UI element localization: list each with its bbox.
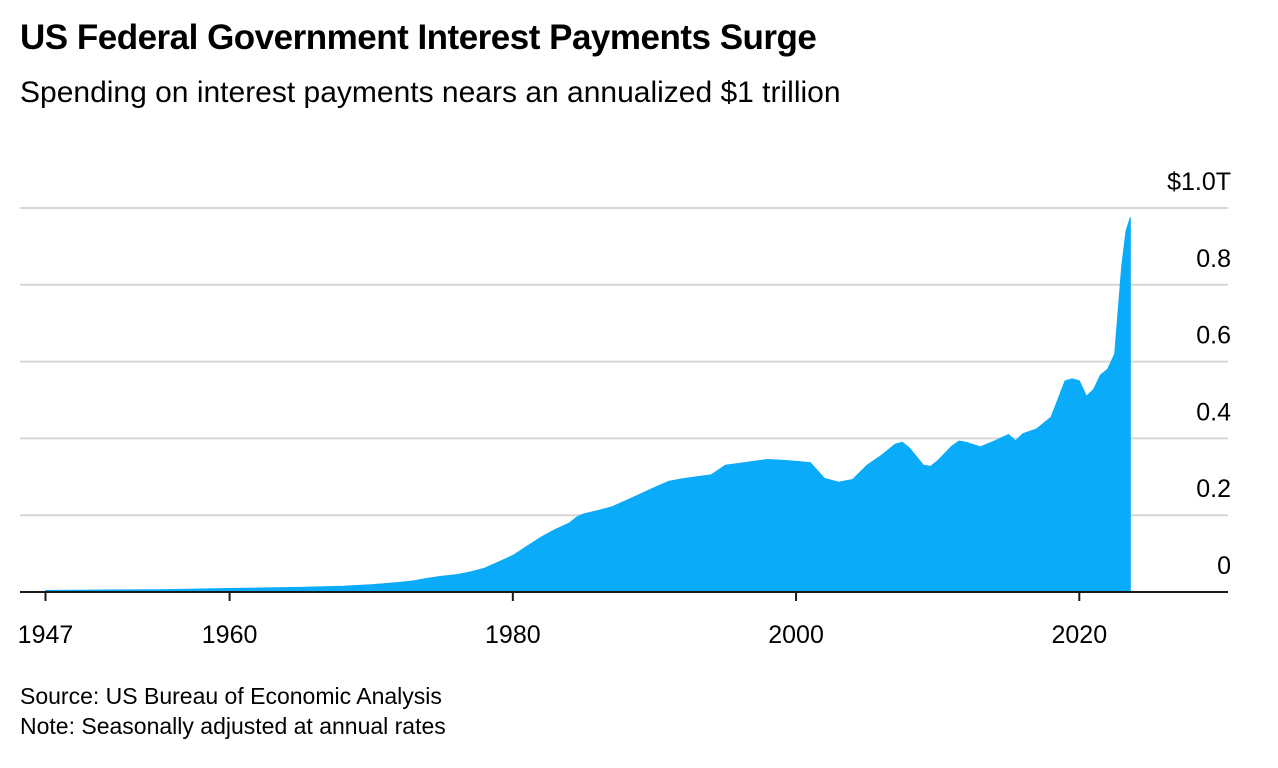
x-tick-label-2000: 2000: [768, 621, 824, 649]
y-tick-label-4: 0.8: [1196, 245, 1231, 273]
y-axis-labels: 0 0.2 0.4 0.6 0.8 $1.0T: [1167, 168, 1231, 580]
chart-title: US Federal Government Interest Payments …: [20, 18, 817, 57]
x-tick-label-1960: 1960: [202, 621, 258, 649]
area-series: [45, 217, 1131, 593]
methodology-note: Note: Seasonally adjusted at annual rate…: [20, 713, 446, 739]
x-tick-label-1980: 1980: [485, 621, 541, 649]
source-note: Source: US Bureau of Economic Analysis: [20, 683, 442, 709]
interest-payments-area: [45, 217, 1131, 593]
chart-subtitle: Spending on interest payments nears an a…: [20, 76, 841, 109]
x-axis: 1947 1960 1980 2000 2020: [18, 591, 1228, 649]
y-tick-label-1: 0.2: [1196, 475, 1231, 503]
y-tick-label-0: 0: [1217, 552, 1231, 580]
y-tick-label-5: $1.0T: [1167, 168, 1231, 196]
y-tick-label-3: 0.6: [1196, 322, 1231, 350]
x-tick-label-1947: 1947: [18, 621, 74, 649]
y-tick-label-2: 0.4: [1196, 398, 1231, 426]
x-tick-label-2020: 2020: [1051, 621, 1107, 649]
